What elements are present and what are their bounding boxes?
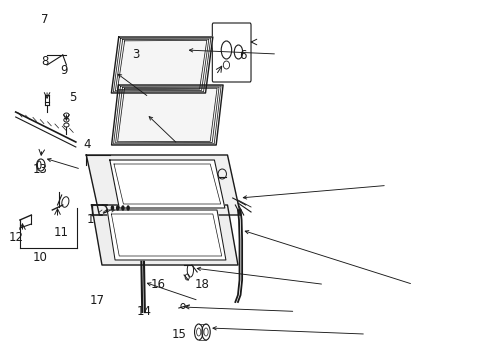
Text: 5: 5 [69, 91, 77, 104]
Polygon shape [111, 85, 223, 145]
Text: 2: 2 [185, 179, 193, 192]
Text: 6: 6 [239, 49, 246, 62]
Text: 1: 1 [87, 213, 94, 226]
Text: 14: 14 [137, 305, 152, 318]
Text: 18: 18 [194, 278, 209, 291]
Polygon shape [111, 37, 212, 93]
Circle shape [122, 206, 123, 210]
Text: 4: 4 [83, 138, 90, 150]
Text: 13: 13 [32, 163, 47, 176]
Text: 15: 15 [171, 328, 186, 341]
Circle shape [116, 206, 119, 210]
Text: 10: 10 [32, 251, 47, 264]
Text: 17: 17 [89, 294, 104, 307]
Text: 9: 9 [60, 64, 67, 77]
Polygon shape [86, 155, 240, 215]
Text: 7: 7 [41, 13, 48, 26]
Text: 12: 12 [9, 231, 24, 244]
Circle shape [127, 206, 129, 210]
Polygon shape [110, 160, 224, 208]
Text: 8: 8 [41, 55, 48, 68]
Text: 11: 11 [54, 226, 69, 239]
Text: 16: 16 [151, 278, 166, 291]
Text: 3: 3 [132, 48, 139, 60]
Polygon shape [107, 210, 225, 260]
Polygon shape [91, 205, 238, 265]
Circle shape [111, 206, 113, 210]
